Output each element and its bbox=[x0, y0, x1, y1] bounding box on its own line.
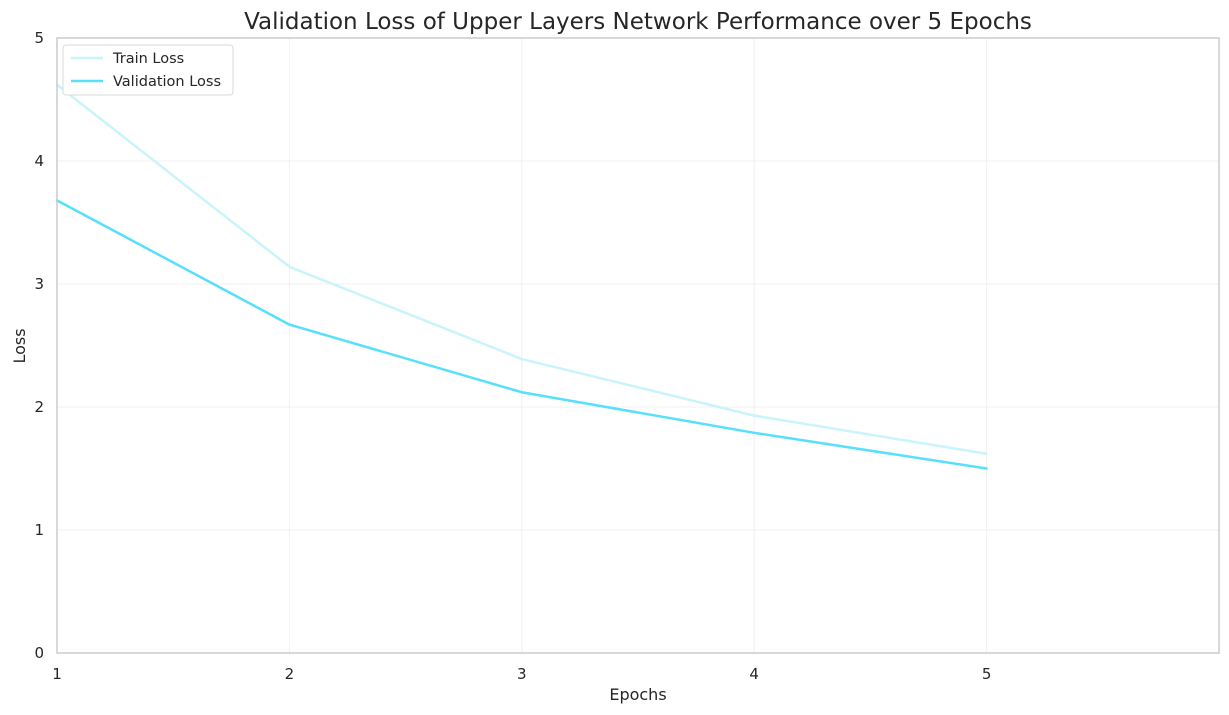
x-axis-ticks: 1 2 3 4 5 bbox=[52, 665, 991, 683]
x-tick-label: 1 bbox=[52, 665, 62, 683]
y-tick-label: 0 bbox=[34, 644, 44, 662]
y-tick-label: 1 bbox=[34, 521, 44, 539]
y-tick-label: 2 bbox=[34, 398, 44, 416]
x-tick-label: 5 bbox=[982, 665, 992, 683]
y-tick-label: 3 bbox=[34, 275, 44, 293]
chart-title: Validation Loss of Upper Layers Network … bbox=[244, 9, 1032, 35]
plot-area bbox=[55, 37, 1220, 654]
y-tick-label: 4 bbox=[34, 152, 44, 170]
legend-box bbox=[62, 44, 234, 96]
x-tick-label: 3 bbox=[517, 665, 527, 683]
plot-frame bbox=[56, 37, 1220, 654]
x-axis-label: Epochs bbox=[609, 685, 666, 704]
chart-title-text: Validation Loss of Upper Layers Network … bbox=[244, 9, 1032, 35]
legend: Train Loss Validation Loss bbox=[62, 44, 234, 96]
legend-label: Train Loss bbox=[112, 51, 184, 67]
y-axis-ticks: 0 1 2 3 4 5 bbox=[34, 29, 44, 662]
x-tick-label: 4 bbox=[749, 665, 759, 683]
y-axis-label: Loss bbox=[10, 328, 29, 363]
x-tick-label: 2 bbox=[285, 665, 295, 683]
legend-label: Validation Loss bbox=[113, 74, 221, 90]
plot-background bbox=[57, 38, 1219, 653]
y-tick-label: 5 bbox=[34, 29, 44, 47]
